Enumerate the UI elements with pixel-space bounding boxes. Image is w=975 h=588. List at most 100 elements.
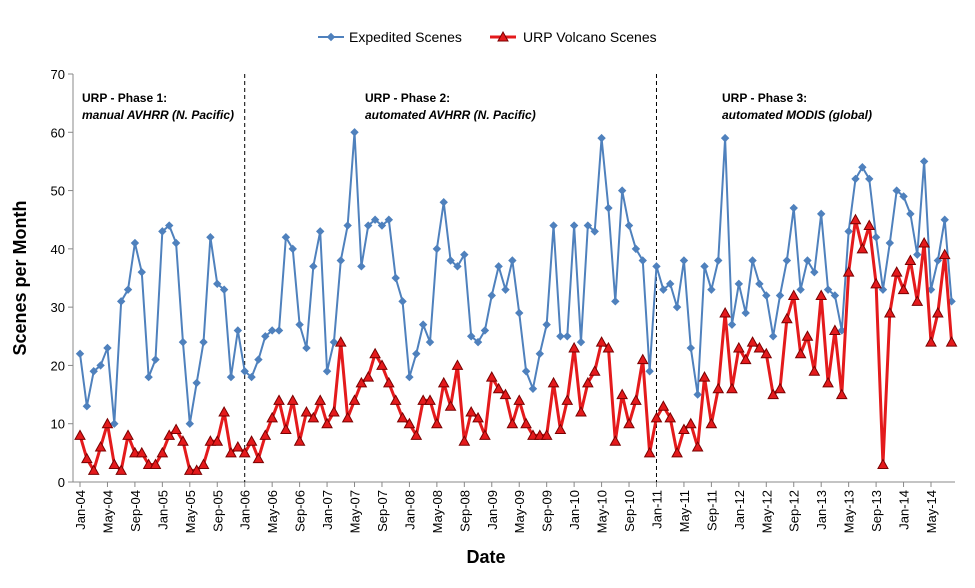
- point: [494, 262, 503, 271]
- point: [810, 267, 819, 277]
- point: [94, 440, 107, 452]
- point: [533, 429, 546, 440]
- point: [892, 186, 901, 195]
- y-tick-label: 30: [51, 300, 65, 315]
- point: [904, 254, 917, 266]
- x-tick-label: May-11: [677, 490, 692, 532]
- point: [746, 336, 759, 347]
- point: [382, 376, 395, 388]
- point: [460, 250, 469, 259]
- point: [206, 232, 215, 242]
- point: [575, 406, 587, 417]
- x-tick-label: Jan-08: [402, 490, 417, 530]
- point: [762, 291, 771, 300]
- point: [183, 464, 196, 475]
- annotation-subtitle: automated AVHRR (N. Pacific): [365, 108, 536, 122]
- point: [192, 378, 201, 388]
- y-tick-label: 10: [51, 417, 65, 432]
- point: [650, 411, 663, 423]
- point: [391, 273, 400, 283]
- point: [527, 429, 539, 440]
- point: [638, 256, 647, 265]
- point: [329, 337, 339, 347]
- point: [885, 238, 895, 248]
- point: [890, 266, 903, 277]
- point: [108, 458, 121, 470]
- point: [734, 279, 744, 289]
- y-axis-label: Scenes per Month: [10, 200, 30, 355]
- point: [473, 337, 483, 347]
- point: [74, 429, 86, 440]
- x-tick-label: May-08: [430, 490, 445, 533]
- point: [377, 221, 387, 230]
- point: [487, 291, 496, 300]
- x-tick-label: May-14: [924, 490, 939, 533]
- x-tick-label: Jan-06: [238, 490, 253, 530]
- point: [218, 406, 230, 417]
- point: [775, 291, 785, 300]
- point: [513, 394, 526, 405]
- x-tick-label: May-10: [595, 490, 610, 533]
- annotation-title: URP - Phase 3:: [722, 91, 807, 105]
- point: [871, 232, 881, 242]
- point: [582, 376, 594, 388]
- point: [424, 394, 436, 405]
- point: [501, 285, 510, 294]
- point: [547, 376, 560, 388]
- point: [727, 320, 737, 329]
- point: [520, 417, 532, 429]
- point: [760, 347, 773, 359]
- point: [720, 133, 730, 143]
- point: [590, 227, 599, 236]
- point: [384, 215, 394, 224]
- point: [822, 376, 834, 388]
- point: [199, 337, 208, 347]
- x-tick-label: Sep-07: [375, 490, 390, 532]
- x-tick-label: Jan-11: [649, 490, 664, 529]
- point: [238, 446, 251, 458]
- legend-marker: [326, 32, 336, 42]
- point: [185, 419, 195, 428]
- point: [659, 285, 668, 294]
- point: [156, 446, 169, 458]
- point: [321, 417, 333, 429]
- point: [453, 262, 462, 271]
- point: [604, 203, 613, 213]
- point: [259, 429, 272, 440]
- point: [219, 285, 229, 294]
- point: [781, 312, 793, 324]
- point: [609, 435, 622, 446]
- x-tick-label: Sep-04: [128, 490, 143, 532]
- point: [314, 394, 327, 405]
- point: [691, 440, 704, 452]
- point: [767, 388, 780, 400]
- point: [82, 402, 92, 411]
- annotation-title: URP - Phase 2:: [365, 91, 450, 105]
- point: [508, 256, 517, 265]
- point: [940, 215, 949, 224]
- point: [122, 429, 134, 440]
- point: [480, 326, 490, 335]
- point: [439, 198, 448, 207]
- point: [479, 429, 491, 440]
- point: [515, 308, 524, 318]
- point: [933, 256, 943, 265]
- point: [322, 367, 332, 376]
- point: [341, 411, 354, 423]
- point: [645, 367, 654, 376]
- point: [741, 308, 750, 318]
- point: [666, 279, 675, 289]
- x-tick-label: Sep-06: [293, 490, 308, 532]
- point: [664, 411, 677, 423]
- x-tick-label: Sep-12: [787, 490, 802, 532]
- x-tick-label: Jan-12: [732, 490, 747, 530]
- point: [417, 394, 429, 405]
- y-tick-label: 70: [51, 67, 65, 82]
- x-tick-label: May-05: [183, 490, 198, 533]
- point: [938, 248, 951, 260]
- point: [350, 128, 359, 137]
- point: [863, 219, 876, 231]
- x-tick-label: May-13: [842, 490, 857, 533]
- point: [458, 435, 471, 446]
